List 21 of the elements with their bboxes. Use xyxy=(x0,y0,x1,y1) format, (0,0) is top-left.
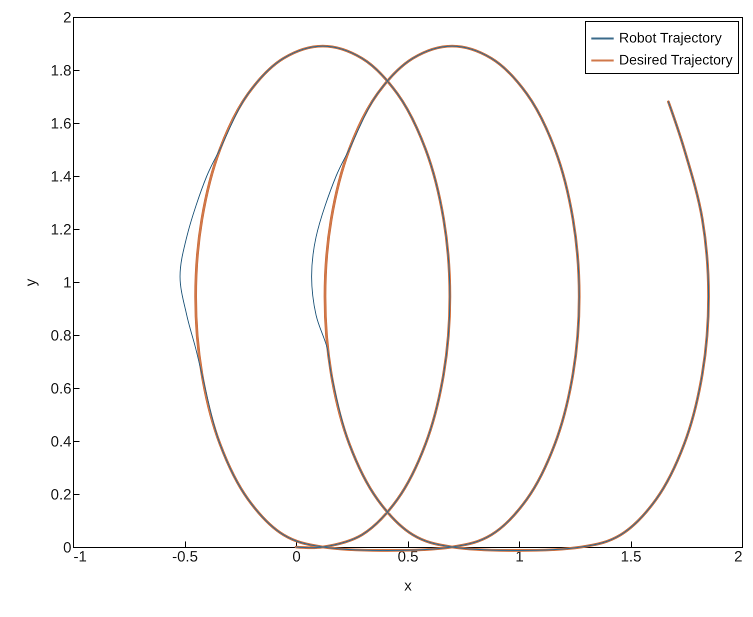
y-tick-label: 0.8 xyxy=(50,328,72,344)
y-tick-label: 1.2 xyxy=(50,222,72,238)
y-axis-title: y xyxy=(22,278,40,286)
y-tick-label: 1 xyxy=(63,274,72,292)
y-tick-label: 0.6 xyxy=(50,380,72,398)
y-tick-label: 0.2 xyxy=(50,486,72,504)
x-tick-label: -0.5 xyxy=(172,548,198,566)
x-tick-label: 2 xyxy=(734,548,742,566)
y-tick-label: 1.4 xyxy=(50,168,72,186)
legend-label: Desired Trajectory xyxy=(619,52,733,68)
x-tick-label: 0 xyxy=(292,548,301,566)
x-axis-title: x xyxy=(404,578,412,594)
x-tick-label: 0.5 xyxy=(398,548,418,566)
x-tick-label: 1.5 xyxy=(620,548,642,566)
y-tick-label: 2 xyxy=(63,10,72,26)
y-tick-label: 0.4 xyxy=(50,434,72,450)
y-tick-label: 1.6 xyxy=(50,116,72,132)
y-tick-label: 1.8 xyxy=(50,62,72,80)
legend-label: Robot Trajectory xyxy=(619,30,722,46)
x-tick-label: -1 xyxy=(74,548,87,566)
x-tick-label: 1 xyxy=(515,548,524,566)
